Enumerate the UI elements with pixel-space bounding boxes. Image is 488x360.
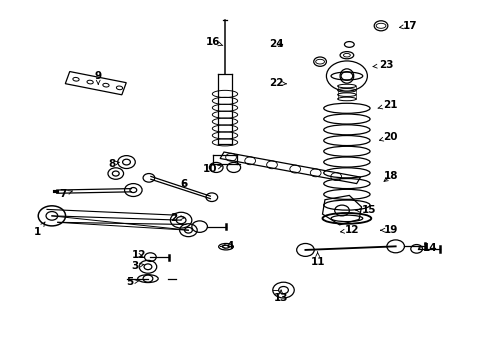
Text: 12: 12 bbox=[131, 250, 145, 260]
Text: 13: 13 bbox=[273, 290, 288, 303]
Text: 8: 8 bbox=[108, 159, 119, 169]
Text: 9: 9 bbox=[95, 71, 102, 84]
Text: 7: 7 bbox=[60, 189, 72, 199]
Text: 5: 5 bbox=[126, 277, 139, 287]
Text: 18: 18 bbox=[383, 171, 397, 181]
Text: 17: 17 bbox=[399, 21, 417, 31]
Text: 20: 20 bbox=[379, 132, 397, 142]
Text: 12: 12 bbox=[340, 225, 358, 235]
Text: 24: 24 bbox=[268, 39, 283, 49]
Text: 10: 10 bbox=[203, 164, 221, 174]
Text: 22: 22 bbox=[268, 78, 286, 88]
Text: 4: 4 bbox=[220, 241, 233, 251]
Text: 23: 23 bbox=[372, 60, 392, 70]
Text: 14: 14 bbox=[418, 243, 436, 253]
Text: 2: 2 bbox=[170, 213, 184, 222]
Text: 1: 1 bbox=[34, 222, 45, 237]
Text: 11: 11 bbox=[310, 252, 324, 267]
Text: 19: 19 bbox=[380, 225, 397, 235]
Text: 15: 15 bbox=[355, 206, 375, 216]
Text: 3: 3 bbox=[131, 261, 144, 271]
Text: 16: 16 bbox=[205, 37, 223, 47]
Text: 6: 6 bbox=[180, 179, 187, 189]
Text: 21: 21 bbox=[377, 100, 397, 110]
